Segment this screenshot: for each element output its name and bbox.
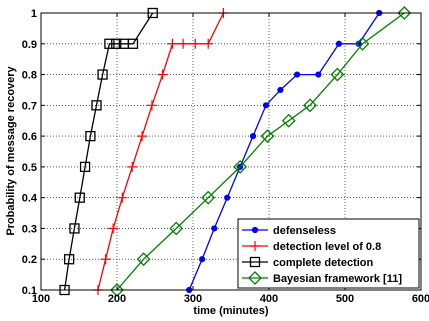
y-tick-label: 1 bbox=[31, 8, 37, 20]
y-tick-label: 0.2 bbox=[22, 254, 37, 266]
data-point bbox=[69, 223, 80, 234]
data-point bbox=[233, 159, 248, 174]
series-line bbox=[63, 12, 154, 291]
data-point bbox=[211, 225, 218, 232]
legend-item: detection level of 0.8 bbox=[242, 241, 381, 253]
plot-frame bbox=[40, 12, 422, 291]
data-point bbox=[203, 38, 214, 49]
y-tick-label: 0.6 bbox=[22, 131, 37, 143]
data-point bbox=[157, 69, 168, 80]
data-point bbox=[111, 38, 122, 49]
data-point bbox=[74, 192, 85, 203]
legend-label: Bayesian framework [11] bbox=[273, 273, 402, 285]
data-point bbox=[251, 226, 259, 234]
series-line bbox=[116, 12, 405, 291]
data-point bbox=[91, 100, 102, 111]
data-point bbox=[178, 38, 189, 49]
data-point bbox=[315, 71, 322, 78]
series-detection-level-of-0-8 bbox=[93, 8, 229, 295]
data-point bbox=[97, 69, 108, 80]
data-point bbox=[190, 38, 201, 49]
y-tick-label: 0.3 bbox=[22, 223, 37, 235]
data-point bbox=[249, 256, 261, 268]
data-point bbox=[335, 40, 343, 47]
data-point bbox=[110, 283, 124, 297]
data-point bbox=[169, 221, 184, 236]
x-tick-label: 500 bbox=[336, 293, 354, 305]
x-tick-label: 400 bbox=[260, 293, 278, 305]
y-axis-label: Probability of message recovery bbox=[5, 65, 17, 235]
data-point bbox=[137, 131, 148, 142]
legend-label: detection level of 0.8 bbox=[273, 241, 381, 253]
legend-label: complete detection bbox=[273, 257, 374, 269]
legend: defenseless detection level of 0.8 complet… bbox=[237, 218, 420, 289]
y-tick-label: 0.7 bbox=[22, 100, 37, 112]
legend-label: defenseless bbox=[273, 225, 336, 237]
data-point bbox=[108, 223, 119, 234]
data-point bbox=[355, 36, 370, 51]
data-point bbox=[201, 190, 216, 205]
x-tick-label: 200 bbox=[108, 293, 126, 305]
data-point bbox=[250, 241, 260, 251]
series-bayesian-framework-11 bbox=[110, 6, 412, 297]
ticks: 100 200 300 400 500 600 0.1 0.2 0.3 0.4 0.5 0.6 0.7 0… bbox=[22, 8, 429, 305]
data-point bbox=[127, 161, 138, 172]
legend-item: Bayesian framework [11] bbox=[242, 271, 402, 285]
data-point bbox=[127, 38, 139, 49]
data-point bbox=[199, 256, 206, 263]
data-point bbox=[249, 133, 257, 140]
data-point bbox=[79, 161, 91, 173]
data-point bbox=[294, 71, 301, 78]
data-point bbox=[167, 38, 178, 49]
data-point bbox=[248, 271, 262, 285]
data-point bbox=[303, 98, 317, 113]
data-point bbox=[146, 100, 157, 111]
y-tick-label: 0.1 bbox=[22, 285, 37, 297]
data-point bbox=[85, 130, 96, 142]
y-tick-label: 0.8 bbox=[22, 70, 37, 82]
y-tick-label: 0.5 bbox=[22, 162, 37, 174]
data-point bbox=[260, 129, 275, 144]
data-point bbox=[397, 6, 412, 20]
x-axis-label: time (minutes) bbox=[193, 305, 269, 317]
x-tick-label: 600 bbox=[412, 293, 429, 305]
data-point bbox=[262, 102, 270, 109]
data-point bbox=[100, 254, 111, 265]
legend-item: defenseless bbox=[242, 225, 336, 237]
legend-box bbox=[237, 218, 420, 289]
data-point bbox=[104, 38, 115, 49]
data-point bbox=[224, 194, 231, 201]
series-layer bbox=[59, 6, 412, 297]
y-tick-label: 0.4 bbox=[22, 193, 38, 205]
data-point bbox=[117, 192, 128, 203]
series-complete-detection bbox=[59, 7, 158, 296]
x-tick-label: 100 bbox=[32, 293, 50, 305]
data-point bbox=[63, 254, 75, 265]
data-point bbox=[277, 86, 284, 94]
legend-item: complete detection bbox=[242, 256, 374, 269]
x-tick-label: 300 bbox=[184, 293, 202, 305]
y-tick-label: 0.9 bbox=[22, 39, 37, 51]
data-point bbox=[330, 67, 345, 82]
data-point bbox=[136, 252, 151, 267]
data-point bbox=[281, 113, 296, 128]
